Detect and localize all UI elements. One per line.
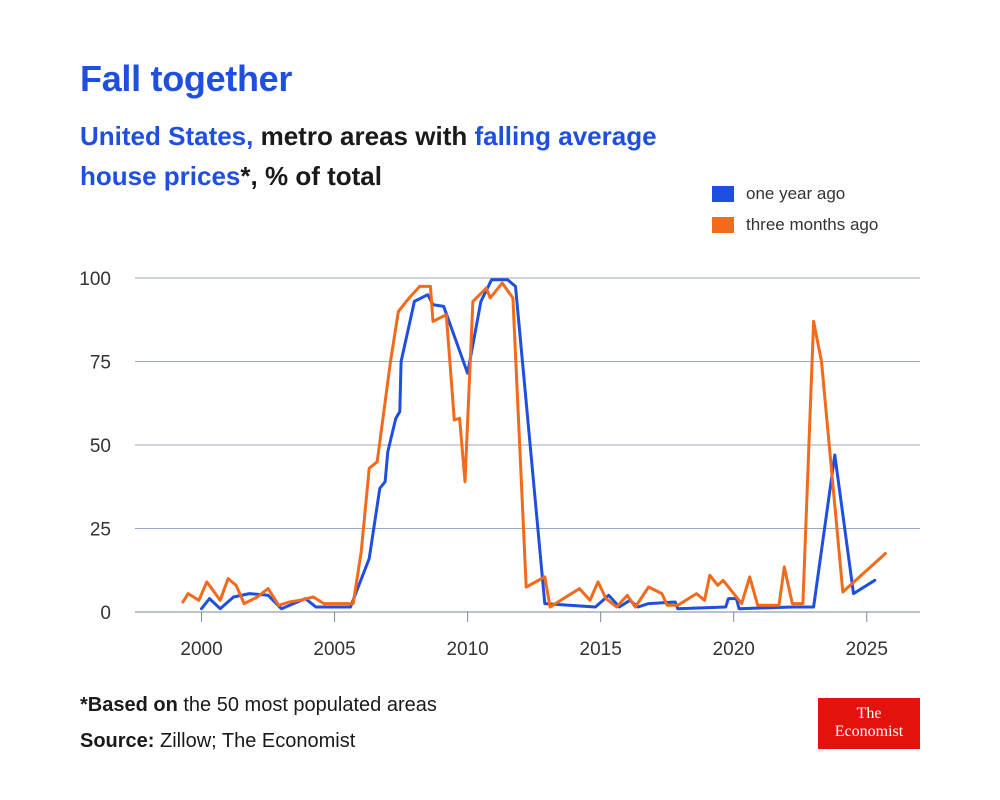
subtitle-text-2: *, % of total bbox=[240, 161, 382, 191]
subtitle-country: United States, bbox=[80, 121, 254, 151]
x-tick-label: 2005 bbox=[313, 639, 355, 660]
chart-legend: one year ago three months ago bbox=[712, 178, 878, 240]
footnote-text: the 50 most populated areas bbox=[177, 694, 437, 716]
legend-item-three-months-ago: three months ago bbox=[712, 209, 878, 240]
logo-line-2: Economist bbox=[834, 723, 904, 740]
y-tick-label: 50 bbox=[90, 436, 111, 457]
legend-swatch-three-months-ago bbox=[712, 216, 734, 233]
series-line-three-months-ago bbox=[181, 281, 887, 609]
y-tick-label: 100 bbox=[79, 269, 111, 290]
x-tick-label: 2000 bbox=[180, 639, 222, 660]
y-tick-label: 75 bbox=[90, 353, 111, 374]
x-tick-label: 2010 bbox=[446, 639, 488, 660]
y-tick-label: 0 bbox=[100, 603, 111, 624]
chart-subtitle: United States, metro areas with falling … bbox=[80, 116, 680, 196]
subtitle-highlight: falling average house prices bbox=[80, 121, 657, 191]
source-text: Zillow; The Economist bbox=[154, 730, 356, 752]
source-label: Source: bbox=[80, 730, 155, 752]
x-tick-label: 2025 bbox=[846, 639, 888, 660]
legend-label-one-year-ago: one year ago bbox=[746, 183, 846, 203]
economist-logo: The Economist bbox=[818, 698, 920, 749]
legend-item-one-year-ago: one year ago bbox=[712, 178, 878, 209]
x-tick-label: 2015 bbox=[580, 639, 622, 660]
source-note: Source: Zillow; The Economist bbox=[80, 730, 355, 753]
series-line-one-year-ago bbox=[200, 278, 877, 611]
logo-line-1: The bbox=[856, 705, 882, 722]
y-tick-label: 25 bbox=[90, 520, 111, 541]
legend-label-three-months-ago: three months ago bbox=[746, 214, 879, 234]
footnote: *Based on the 50 most populated areas bbox=[80, 694, 437, 717]
chart-title: Fall together bbox=[80, 58, 293, 99]
x-tick-label: 2020 bbox=[713, 639, 755, 660]
subtitle-text-1: metro areas with bbox=[253, 121, 475, 151]
legend-swatch-one-year-ago bbox=[712, 185, 734, 202]
footnote-bold: *Based on bbox=[80, 694, 178, 716]
